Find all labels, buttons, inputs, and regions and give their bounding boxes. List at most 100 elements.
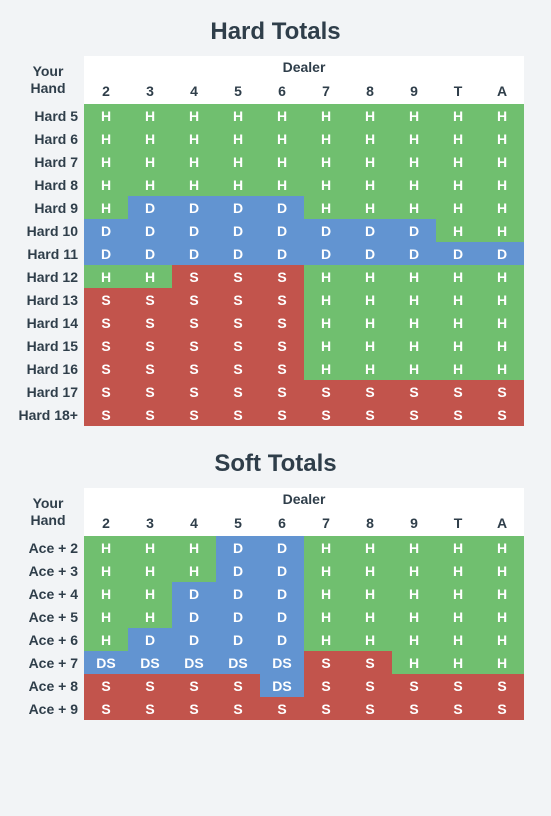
row-label: Ace + 6 <box>12 628 84 651</box>
strategy-cell: H <box>128 104 172 127</box>
row-label: Ace + 5 <box>12 605 84 628</box>
strategy-cell: D <box>216 628 260 651</box>
strategy-cell: H <box>392 104 436 127</box>
strategy-cell: D <box>260 242 304 265</box>
strategy-cell: S <box>84 380 128 403</box>
strategy-cell: DS <box>216 651 260 674</box>
strategy-cell: H <box>304 605 348 628</box>
strategy-cell: DS <box>260 674 304 697</box>
strategy-cell: H <box>480 357 524 380</box>
strategy-cell: D <box>216 582 260 605</box>
strategy-cell: S <box>216 288 260 311</box>
strategy-cell: H <box>480 127 524 150</box>
dealer-col-A: A <box>480 78 524 104</box>
strategy-cell: H <box>260 150 304 173</box>
strategy-cell: S <box>304 380 348 403</box>
strategy-cell: H <box>480 559 524 582</box>
strategy-cell: H <box>128 265 172 288</box>
strategy-cell: H <box>392 288 436 311</box>
strategy-cell: H <box>436 357 480 380</box>
strategy-cell: D <box>128 196 172 219</box>
strategy-cell: D <box>172 196 216 219</box>
strategy-cell: D <box>216 196 260 219</box>
strategy-cell: S <box>260 288 304 311</box>
strategy-cell: H <box>392 173 436 196</box>
strategy-chart: YourHandDealer23456789TAHard 5HHHHHHHHHH… <box>12 56 539 426</box>
strategy-cell: S <box>304 674 348 697</box>
strategy-cell: S <box>260 697 304 720</box>
strategy-cell: H <box>172 173 216 196</box>
row-label: Hard 16 <box>12 357 84 380</box>
strategy-cell: S <box>260 265 304 288</box>
strategy-cell: H <box>436 334 480 357</box>
row-label: Hard 6 <box>12 127 84 150</box>
strategy-cell: H <box>304 127 348 150</box>
row-label: Hard 14 <box>12 311 84 334</box>
strategy-cell: H <box>84 127 128 150</box>
strategy-cell: H <box>436 127 480 150</box>
strategy-cell: H <box>480 288 524 311</box>
strategy-cell: H <box>216 173 260 196</box>
strategy-cell: H <box>84 605 128 628</box>
strategy-cell: H <box>348 104 392 127</box>
strategy-cell: H <box>304 265 348 288</box>
strategy-cell: D <box>260 559 304 582</box>
strategy-cell: S <box>84 334 128 357</box>
strategy-cell: H <box>304 150 348 173</box>
strategy-cell: H <box>436 651 480 674</box>
section-1: Soft TotalsYourHandDealer23456789TAAce +… <box>12 450 539 720</box>
row-label: Hard 5 <box>12 104 84 127</box>
strategy-cell: H <box>304 196 348 219</box>
dealer-col-2: 2 <box>84 78 128 104</box>
strategy-cell: DS <box>128 651 172 674</box>
strategy-cell: S <box>128 697 172 720</box>
strategy-cell: H <box>436 196 480 219</box>
strategy-cell: H <box>172 559 216 582</box>
strategy-cell: S <box>84 674 128 697</box>
strategy-cell: H <box>304 536 348 559</box>
strategy-cell: H <box>436 173 480 196</box>
strategy-cell: H <box>392 265 436 288</box>
strategy-cell: H <box>304 173 348 196</box>
strategy-cell: H <box>480 628 524 651</box>
strategy-cell: H <box>128 536 172 559</box>
strategy-cell: D <box>84 219 128 242</box>
strategy-cell: H <box>260 173 304 196</box>
strategy-cell: S <box>216 334 260 357</box>
strategy-cell: S <box>84 357 128 380</box>
strategy-cell: S <box>436 674 480 697</box>
strategy-cell: D <box>304 219 348 242</box>
strategy-cell: S <box>392 403 436 426</box>
strategy-cell: S <box>172 288 216 311</box>
strategy-cell: H <box>392 605 436 628</box>
strategy-cell: H <box>392 127 436 150</box>
row-label: Ace + 2 <box>12 536 84 559</box>
strategy-cell: S <box>84 697 128 720</box>
strategy-cell: S <box>216 697 260 720</box>
strategy-cell: DS <box>172 651 216 674</box>
strategy-cell: S <box>172 697 216 720</box>
strategy-cell: H <box>260 127 304 150</box>
strategy-cell: D <box>260 628 304 651</box>
strategy-cell: S <box>172 403 216 426</box>
section-0: Hard TotalsYourHandDealer23456789TAHard … <box>12 18 539 426</box>
strategy-cell: D <box>172 242 216 265</box>
strategy-cell: S <box>172 674 216 697</box>
strategy-cell: H <box>304 334 348 357</box>
strategy-cell: S <box>260 403 304 426</box>
strategy-cell: S <box>260 380 304 403</box>
strategy-cell: S <box>216 403 260 426</box>
dealer-col-T: T <box>436 78 480 104</box>
strategy-cell: S <box>84 288 128 311</box>
strategy-cell: S <box>172 334 216 357</box>
strategy-cell: H <box>480 196 524 219</box>
strategy-cell: S <box>128 357 172 380</box>
strategy-cell: H <box>348 582 392 605</box>
strategy-cell: S <box>348 674 392 697</box>
strategy-cell: S <box>172 357 216 380</box>
strategy-cell: H <box>304 559 348 582</box>
strategy-cell: H <box>480 651 524 674</box>
strategy-cell: H <box>84 150 128 173</box>
strategy-cell: S <box>348 651 392 674</box>
strategy-cell: H <box>172 104 216 127</box>
